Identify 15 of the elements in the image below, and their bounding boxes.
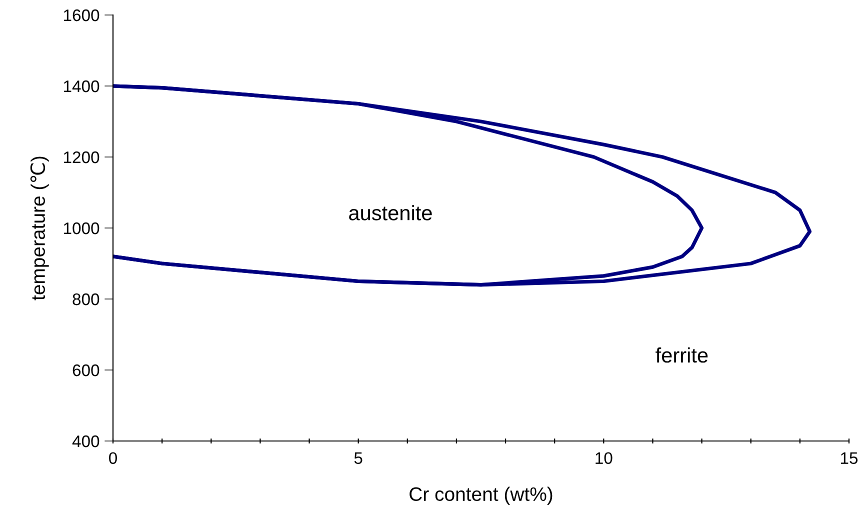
- y-tick-label: 1600: [64, 9, 100, 22]
- y-axis-title: temperature (℃): [30, 156, 49, 300]
- y-tick-label: 800: [72, 293, 100, 306]
- y-tick-label: 1000: [64, 222, 100, 234]
- y-tick-label: 400: [72, 435, 100, 448]
- x-axis-title: Cr content (wt%): [410, 486, 552, 505]
- annotation: ferrite: [656, 347, 708, 363]
- y-tick-label: 1400: [64, 80, 100, 92]
- annotation: austenite: [349, 205, 432, 220]
- x-tick-label: 0: [109, 452, 117, 464]
- y-tick-label: 600: [72, 364, 100, 376]
- x-tick-label: 5: [354, 452, 362, 464]
- y-tick-label: 1200: [64, 151, 100, 164]
- x-tick-label: 15: [841, 452, 858, 464]
- x-tick-label: 10: [596, 452, 612, 464]
